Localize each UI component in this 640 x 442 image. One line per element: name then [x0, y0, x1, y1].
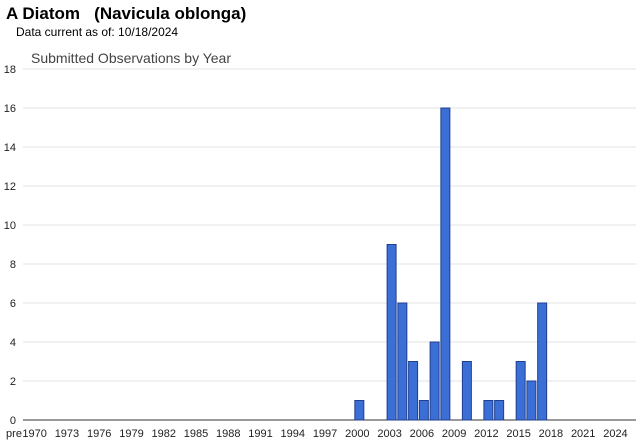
x-tick-label: 1988 [216, 428, 240, 440]
bar[interactable] [429, 341, 440, 421]
bar[interactable] [537, 302, 548, 421]
x-tick-label: 2003 [377, 428, 401, 440]
x-tick-label: 2021 [571, 428, 595, 440]
y-tick-label: 16 [4, 103, 16, 115]
y-tick-label: 14 [4, 142, 16, 154]
bar[interactable] [483, 400, 494, 421]
x-tick-label: 2009 [442, 428, 466, 440]
x-tick-label: 1985 [184, 428, 208, 440]
bar[interactable] [440, 107, 451, 421]
x-tick-label: 1976 [87, 428, 111, 440]
x-tick-label: 1979 [119, 428, 143, 440]
bar[interactable] [397, 302, 408, 421]
y-tick-label: 0 [10, 415, 16, 427]
x-tick-label: 2006 [410, 428, 434, 440]
x-tick-label: 2012 [474, 428, 498, 440]
bar[interactable] [515, 361, 526, 421]
x-tick-label: 2000 [345, 428, 369, 440]
data-date-note: Data current as of: 10/18/2024 [16, 25, 179, 39]
x-tick-label: 1982 [151, 428, 175, 440]
y-tick-label: 6 [10, 298, 16, 310]
x-tick-label: 1994 [281, 428, 305, 440]
x-tick-label: 1973 [55, 428, 79, 440]
x-tick-label: 1997 [313, 428, 337, 440]
y-tick-label: 12 [4, 181, 16, 193]
y-tick-label: 18 [4, 64, 16, 76]
chart-title: Submitted Observations by Year [31, 50, 231, 66]
x-tick-label: 2024 [603, 428, 627, 440]
x-tick-label: pre [6, 428, 22, 440]
y-tick-label: 8 [10, 259, 16, 271]
bar[interactable] [494, 400, 505, 421]
bar[interactable] [418, 400, 429, 421]
x-tick-label: 1970 [22, 428, 46, 440]
bar[interactable] [354, 400, 365, 421]
x-tick-label: 2015 [506, 428, 530, 440]
y-tick-label: 2 [10, 376, 16, 388]
y-tick-label: 10 [4, 220, 16, 232]
y-tick-label: 4 [10, 337, 16, 349]
bar[interactable] [408, 361, 419, 421]
page-title: A Diatom (Navicula oblonga) [6, 4, 247, 23]
bar[interactable] [526, 380, 537, 421]
bar[interactable] [461, 361, 472, 421]
x-tick-label: 1991 [248, 428, 272, 440]
bar[interactable] [386, 244, 397, 421]
x-tick-label: 2018 [539, 428, 563, 440]
